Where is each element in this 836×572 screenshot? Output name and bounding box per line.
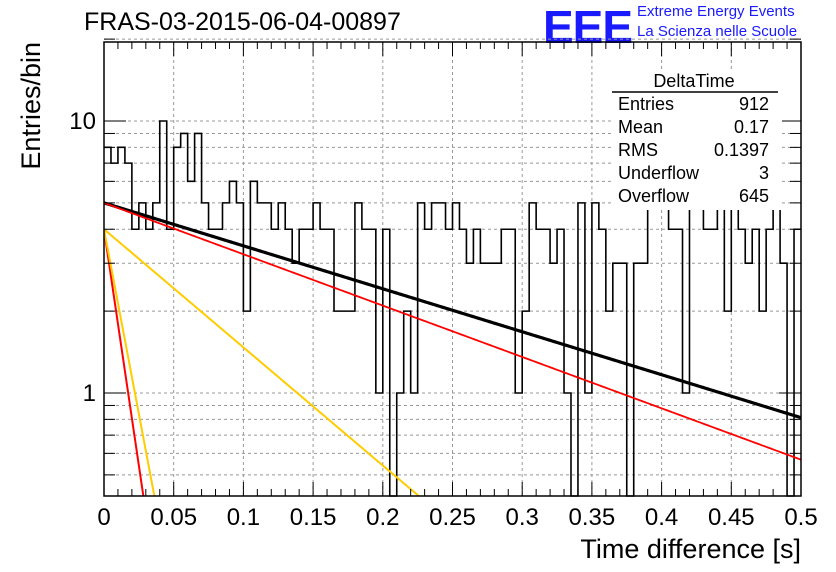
stats-row-value: 0.1397 <box>714 140 769 160</box>
x-tick-label: 0 <box>97 504 110 531</box>
fit-curve-3 <box>104 229 145 496</box>
fit-curve-1 <box>104 202 801 461</box>
plot-title: FRAS-03-2015-06-04-00897 <box>84 8 401 36</box>
stats-row-label: Entries <box>618 94 674 114</box>
y-axis-label: Entries/bin <box>16 42 46 170</box>
y-tick-label: 10 <box>69 108 96 135</box>
stats-row-value: 645 <box>739 186 769 206</box>
x-tick-label: 0.5 <box>784 504 817 531</box>
fit-curves <box>104 201 801 496</box>
stats-row-value: 3 <box>759 163 769 183</box>
x-tick-label: 0.35 <box>569 504 616 531</box>
stats-row-value: 0.17 <box>734 117 769 137</box>
grid-lines <box>104 38 801 496</box>
x-axis-label: Time difference [s] <box>580 534 801 564</box>
x-tick-label: 0.15 <box>290 504 337 531</box>
x-tick-label: 0.25 <box>429 504 476 531</box>
histogram-outline <box>104 120 801 497</box>
stats-row-label: RMS <box>618 140 658 160</box>
stats-row-label: Overflow <box>618 186 690 206</box>
x-tick-label: 0.2 <box>366 504 399 531</box>
stats-row-label: Underflow <box>618 163 700 183</box>
org-name-line2: La Scienza nelle Scuole <box>637 23 798 40</box>
y-tick-label: 1 <box>83 380 96 407</box>
axes: 0 0.05 0.1 0.15 0.2 0.25 0.3 0.35 0.4 0.45 0.5 1 10 T… <box>16 38 818 564</box>
x-tick-label: 0.1 <box>227 504 260 531</box>
stats-row-value: 912 <box>739 94 769 114</box>
org-name-line1: Extreme Energy Events <box>637 3 795 20</box>
x-tick-label: 0.3 <box>506 504 539 531</box>
stats-box: DeltaTime Entries 912 Mean 0.17 RMS 0.1397 Unde… <box>612 69 782 210</box>
fit-curve-4 <box>104 229 156 496</box>
fit-curve-2 <box>104 228 421 496</box>
histogram-bars <box>104 120 801 497</box>
stats-row-label: Mean <box>618 117 663 137</box>
stats-title: DeltaTime <box>653 71 734 91</box>
x-tick-label: 0.05 <box>150 504 197 531</box>
x-tick-label: 0.4 <box>645 504 678 531</box>
eee-logo: EEE <box>543 1 633 53</box>
x-tick-label: 0.45 <box>708 504 755 531</box>
fit-curve-0 <box>104 201 801 420</box>
